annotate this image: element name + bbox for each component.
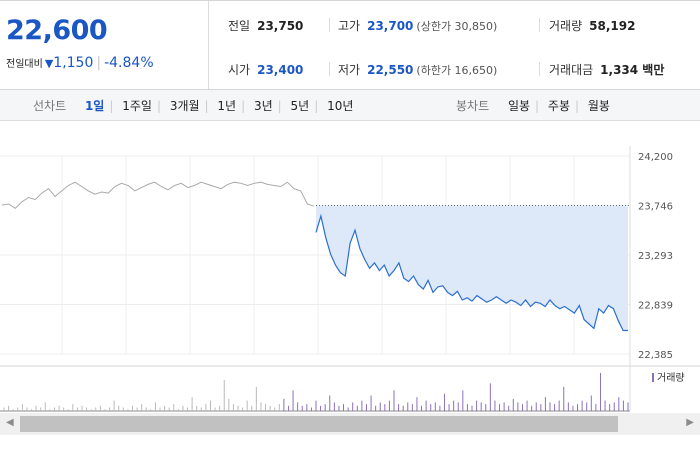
period-monthly[interactable]: 월봉 [587,99,610,113]
period-daily[interactable]: 일봉 [507,99,531,113]
stat-low: 저가 22,550 (하한가 16,650) [338,61,497,78]
divider [329,18,330,32]
volume-legend-swatch [652,373,654,382]
stat-value: 58,192 [589,19,636,33]
divider: | [277,99,282,113]
period-3y[interactable]: 3년 [253,99,273,113]
period-1w[interactable]: 1주일 [122,99,152,113]
price-box: 22,600 전일대비 ▼1,150 | -4.84% [0,1,209,90]
stat-trade-amount: 거래대금 1,334 백만 [549,61,664,78]
stat-volume: 거래량 58,192 [549,17,635,34]
y-tick-label: 23,746 [638,202,673,213]
price-chart: 24,200 23,746 23,293 22,839 22,385 거래량 [0,119,700,445]
divider: | [314,99,319,113]
divider [539,18,540,32]
divider: | [241,99,246,113]
stat-label: 고가 [338,19,361,33]
y-tick-label: 22,385 [638,350,673,361]
divider: | [575,99,580,113]
chart-scrollbar[interactable]: ◀ ▶ [0,413,700,435]
pre-session-line [1,181,315,210]
divider: | [204,99,209,113]
stat-value: 23,400 [257,63,304,77]
down-triangle-icon: ▼ [44,57,54,70]
stat-open: 시가 23,400 [228,61,303,78]
price-chart-svg: 24,200 23,746 23,293 22,839 22,385 거래량 [0,119,700,412]
stat-value: 23,750 [257,19,304,33]
y-tick-label: 22,839 [638,300,673,311]
chart-period-bar: 선차트 1일 | 1주일 | 3개월 | 1년 | 3년 | 5년 | 10년 봉차트 일봉… [0,89,700,121]
candle-chart-label: 봉차트 [456,99,490,113]
divider: | [535,99,540,113]
price-change: 전일대비 ▼1,150 | -4.84% [6,55,154,71]
y-tick-label: 23,293 [638,251,673,262]
stat-label: 시가 [228,63,251,77]
stat-value: 1,334 백만 [600,63,665,77]
stat-label: 저가 [338,63,361,77]
divider: | [109,99,114,113]
scroll-left-icon[interactable]: ◀ [6,417,14,428]
y-tick-label: 24,200 [638,152,673,163]
stat-value: 23,700 [367,19,414,33]
stat-value: 22,550 [367,63,414,77]
period-weekly[interactable]: 주봉 [547,99,571,113]
line-chart-label: 선차트 [33,99,67,113]
stat-high: 고가 23,700 (상한가 30,850) [338,17,497,34]
stats-grid: 전일 23,750 고가 23,700 (상한가 30,850) 거래량 58,192 … [209,1,700,90]
divider [539,62,540,76]
divider [329,62,330,76]
period-1y[interactable]: 1년 [217,99,237,113]
scrollbar-thumb[interactable] [20,416,618,432]
lower-limit: (하한가 16,650) [416,64,498,77]
candle-chart-periods: 봉차트 일봉 | 주봉 | 월봉 [456,97,615,114]
change-value: 1,150 [53,55,94,71]
stat-label: 전일 [228,19,251,33]
period-1d[interactable]: 1일 [84,99,105,113]
scroll-right-icon[interactable]: ▶ [686,417,694,428]
divider: | [156,99,161,113]
period-10y[interactable]: 10년 [327,99,354,113]
stat-prev-close: 전일 23,750 [228,17,303,34]
upper-limit: (상한가 30,850) [416,20,498,33]
volume-legend-label: 거래량 [657,372,685,384]
period-5y[interactable]: 5년 [290,99,310,113]
stat-label: 거래량 [549,19,583,33]
stat-label: 거래대금 [549,63,594,77]
current-price: 22,600 [6,15,108,46]
separator: | [96,55,102,71]
intraday-price-line [315,213,628,332]
change-label: 전일대비 [6,59,43,70]
line-chart-periods: 선차트 1일 | 1주일 | 3개월 | 1년 | 3년 | 5년 | 10년 [33,97,358,114]
change-percent: -4.84% [104,55,154,71]
quote-summary: 22,600 전일대비 ▼1,150 | -4.84% 전일 23,750 고가 23,7… [0,0,700,91]
period-3m[interactable]: 3개월 [169,99,200,113]
